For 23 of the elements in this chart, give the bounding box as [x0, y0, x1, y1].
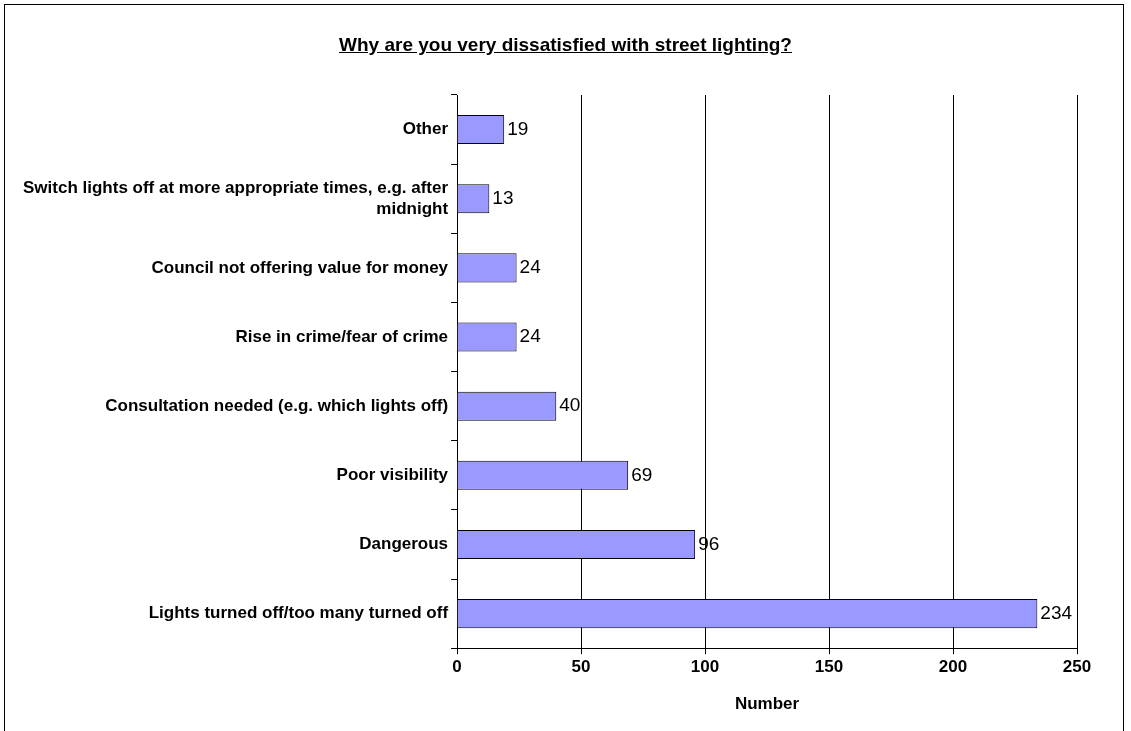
data-label: 40 — [559, 394, 581, 416]
y-tick-label: Other — [402, 119, 449, 139]
data-label: 24 — [519, 325, 542, 347]
y-tick-label: Lights turned off/too many turned off — [148, 603, 449, 623]
data-label: 69 — [631, 463, 653, 485]
y-tick-label: Rise in crime/fear of crime — [235, 326, 449, 346]
data-label: 13 — [492, 186, 514, 208]
y-tick-label: Switch lights off at more appropriate times, e.g. after midnight — [23, 178, 449, 218]
y-tick-label: Council not offering value for money — [151, 257, 449, 277]
x-axis-title: Number — [734, 694, 800, 714]
x-tick-label: 100 — [690, 657, 720, 677]
data-label: 19 — [507, 117, 529, 139]
x-tick-label: 200 — [938, 657, 968, 677]
y-tick-label: Dangerous — [359, 534, 449, 554]
data-label: 234 — [1040, 601, 1073, 623]
x-tick-label: 50 — [571, 657, 591, 677]
data-label: 24 — [519, 256, 542, 278]
chart-title: Why are you very dissatisfied with street lighting? — [338, 34, 793, 56]
x-tick-label: 0 — [452, 657, 462, 677]
y-tick-label: Consultation needed (e.g. which lights off) — [105, 395, 449, 415]
x-tick-label: 250 — [1062, 657, 1092, 677]
y-tick-label: Poor visibility — [336, 465, 449, 485]
x-tick-label: 150 — [814, 657, 844, 677]
